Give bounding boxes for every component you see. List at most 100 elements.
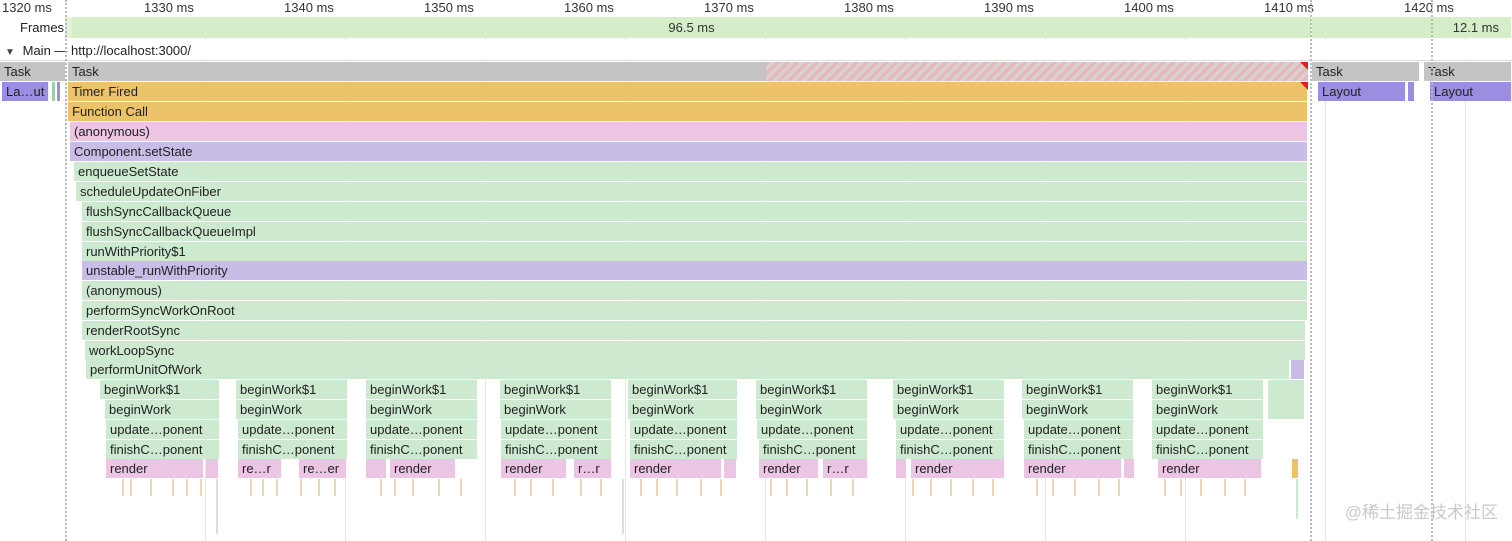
- main-thread-title: Main — http://localhost:3000/: [22, 43, 191, 58]
- finish-component-block[interactable]: finishC…ponent: [366, 440, 478, 459]
- flush-sync-queue-impl-block[interactable]: flushSyncCallbackQueueImpl: [82, 222, 1308, 241]
- task-block[interactable]: Task: [1424, 62, 1512, 81]
- finish-component-block[interactable]: finishC…ponent: [1152, 440, 1264, 459]
- layout-block[interactable]: La…ut: [2, 82, 49, 101]
- update-component-block[interactable]: update…ponent: [106, 420, 220, 439]
- tick-label: 1330 ms: [144, 0, 194, 15]
- update-component-block[interactable]: update…ponent: [238, 420, 348, 439]
- finish-component-block[interactable]: finishC…ponent: [501, 440, 612, 459]
- update-component-block[interactable]: update…ponent: [896, 420, 1005, 439]
- begin-work-block[interactable]: beginWork: [366, 400, 478, 419]
- finish-component-block[interactable]: finishC…ponent: [238, 440, 348, 459]
- tiny-block[interactable]: [1292, 459, 1298, 478]
- tiny-block[interactable]: [896, 459, 906, 478]
- tick-label: 1370 ms: [704, 0, 754, 15]
- render-block[interactable]: r…r: [823, 459, 868, 478]
- render-block[interactable]: render: [911, 459, 1005, 478]
- render-block[interactable]: r…r: [574, 459, 612, 478]
- layout-block[interactable]: Layout: [1318, 82, 1406, 101]
- frame-segment[interactable]: 96.5 ms: [72, 17, 1312, 38]
- begin-work1-block[interactable]: beginWork$1: [236, 380, 348, 399]
- frame-segment[interactable]: 12.1 ms: [1312, 17, 1512, 38]
- set-state-block[interactable]: Component.setState: [70, 142, 1308, 161]
- begin-work1-block[interactable]: beginWork$1: [366, 380, 478, 399]
- update-component-block[interactable]: update…ponent: [501, 420, 612, 439]
- finish-component-block[interactable]: finishC…ponent: [759, 440, 868, 459]
- frame-boundary: [1431, 0, 1433, 541]
- tick-label: 1340 ms: [284, 0, 334, 15]
- render-root-sync-block[interactable]: renderRootSync: [82, 321, 1306, 340]
- tick-label: 1420 ms: [1404, 0, 1454, 15]
- long-task-marker-icon: [1300, 82, 1308, 90]
- task-block[interactable]: Task: [0, 62, 66, 81]
- frames-label: Frames: [0, 17, 66, 38]
- tiny-block[interactable]: [724, 459, 736, 478]
- unstable-run-with-priority-block[interactable]: unstable_runWithPriority: [82, 261, 1308, 280]
- render-block[interactable]: render: [390, 459, 456, 478]
- tiny-block[interactable]: [52, 82, 55, 101]
- tiny-block[interactable]: [57, 82, 60, 101]
- update-component-block[interactable]: update…ponent: [1152, 420, 1264, 439]
- begin-work-block[interactable]: beginWork: [1022, 400, 1134, 419]
- render-block[interactable]: render: [759, 459, 819, 478]
- begin-work1-block[interactable]: beginWork$1: [893, 380, 1005, 399]
- tiny-block[interactable]: [206, 459, 218, 478]
- work-loop-sync-block[interactable]: workLoopSync: [85, 341, 1306, 360]
- timer-fired-block[interactable]: Timer Fired: [68, 82, 1308, 101]
- tiny-block[interactable]: [366, 459, 386, 478]
- begin-work-block[interactable]: beginWork: [628, 400, 738, 419]
- tiny-block[interactable]: [1408, 82, 1414, 101]
- begin-work-block[interactable]: beginWork: [756, 400, 868, 419]
- anonymous-block[interactable]: (anonymous): [70, 122, 1308, 141]
- render-block[interactable]: re…er: [299, 459, 347, 478]
- render-block[interactable]: re…r: [238, 459, 282, 478]
- begin-work1-block[interactable]: beginWork$1: [628, 380, 738, 399]
- begin-work1-block[interactable]: beginWork$1: [1022, 380, 1134, 399]
- begin-work-block[interactable]: beginWork: [500, 400, 612, 419]
- enqueue-block[interactable]: enqueueSetState: [74, 162, 1308, 181]
- update-component-block[interactable]: update…ponent: [1024, 420, 1134, 439]
- finish-component-block[interactable]: finishC…ponent: [1024, 440, 1134, 459]
- begin-work1-block[interactable]: beginWork$1: [100, 380, 220, 399]
- finish-component-block[interactable]: finishC…ponent: [896, 440, 1005, 459]
- tiny-block[interactable]: [1268, 380, 1304, 419]
- finish-component-block[interactable]: finishC…ponent: [106, 440, 220, 459]
- task-block[interactable]: Task: [1312, 62, 1420, 81]
- begin-work1-block[interactable]: beginWork$1: [756, 380, 868, 399]
- tiny-block[interactable]: [1291, 360, 1304, 379]
- finish-component-block[interactable]: finishC…ponent: [630, 440, 738, 459]
- render-block[interactable]: render: [501, 459, 567, 478]
- render-block[interactable]: render: [1024, 459, 1122, 478]
- tick-label: 1390 ms: [984, 0, 1034, 15]
- frame-boundary: [1310, 0, 1312, 541]
- frame-boundary: [65, 0, 67, 541]
- render-block[interactable]: render: [106, 459, 204, 478]
- tick-label: 1360 ms: [564, 0, 614, 15]
- render-block[interactable]: render: [1158, 459, 1262, 478]
- update-component-block[interactable]: update…ponent: [366, 420, 478, 439]
- run-with-priority-block[interactable]: runWithPriority$1: [82, 242, 1308, 261]
- flush-sync-queue-block[interactable]: flushSyncCallbackQueue: [82, 202, 1308, 221]
- begin-work-block[interactable]: beginWork: [893, 400, 1005, 419]
- function-call-block[interactable]: Function Call: [68, 102, 1308, 121]
- render-block[interactable]: render: [630, 459, 722, 478]
- begin-work-block[interactable]: beginWork: [236, 400, 348, 419]
- main-thread-header[interactable]: ▼ Main — http://localhost:3000/: [0, 40, 1512, 61]
- schedule-update-block[interactable]: scheduleUpdateOnFiber: [76, 182, 1308, 201]
- begin-work1-block[interactable]: beginWork$1: [500, 380, 612, 399]
- perform-unit-of-work-block[interactable]: performUnitOfWork: [86, 360, 1290, 379]
- begin-work-block[interactable]: beginWork: [1152, 400, 1264, 419]
- tick-label: 1400 ms: [1124, 0, 1174, 15]
- begin-work-block[interactable]: beginWork: [105, 400, 220, 419]
- update-component-block[interactable]: update…ponent: [757, 420, 868, 439]
- layout-block[interactable]: Layout: [1430, 82, 1512, 101]
- begin-work1-block[interactable]: beginWork$1: [1152, 380, 1264, 399]
- update-component-block[interactable]: update…ponent: [630, 420, 738, 439]
- anonymous-block[interactable]: (anonymous): [82, 281, 1308, 300]
- tick-label: 1380 ms: [844, 0, 894, 15]
- tiny-block[interactable]: [1124, 459, 1134, 478]
- collapse-triangle-icon[interactable]: ▼: [5, 47, 15, 58]
- tick-label: 1410 ms: [1264, 0, 1314, 15]
- perform-sync-work-block[interactable]: performSyncWorkOnRoot: [82, 301, 1308, 320]
- tick-label: 1350 ms: [424, 0, 474, 15]
